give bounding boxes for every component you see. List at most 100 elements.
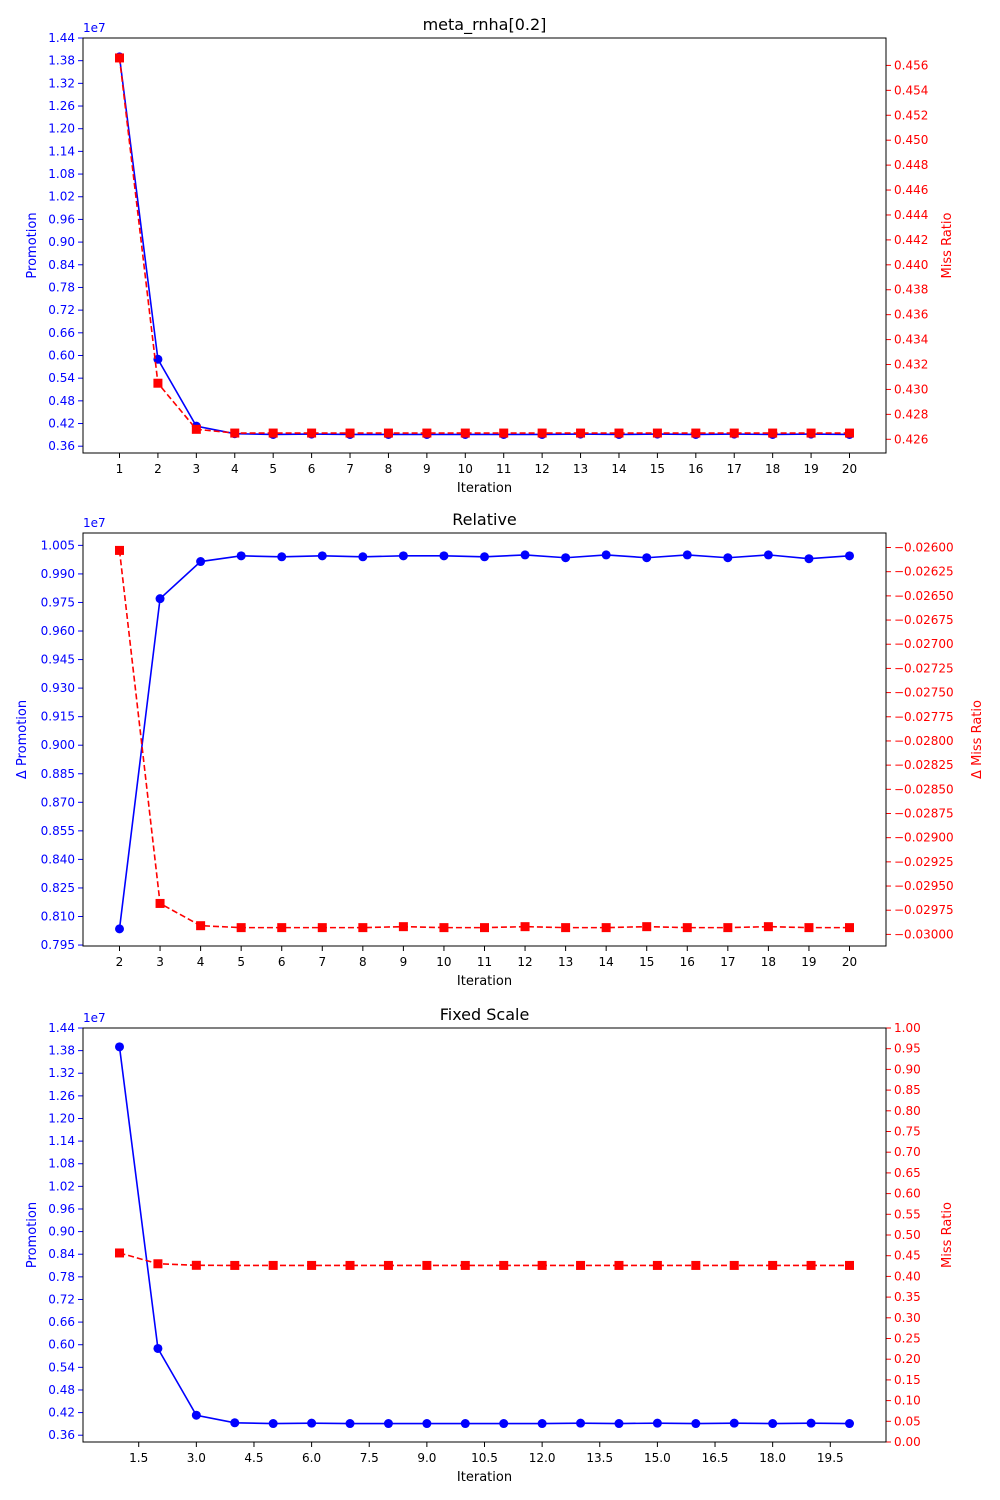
x-tick-label: 1 [116, 462, 124, 476]
miss-ratio-data-point [422, 428, 432, 438]
left-tick-label: 0.48 [48, 394, 75, 408]
x-tick-label: 4 [231, 462, 239, 476]
chart-title: meta_rnha[0.2] [423, 15, 547, 35]
x-tick-label: 17 [727, 462, 742, 476]
miss-ratio-data-point [422, 1260, 432, 1270]
miss-ratio-data-point [277, 923, 287, 933]
left-tick-label: 1.02 [48, 1179, 75, 1193]
left-tick-label: 1.14 [48, 144, 75, 158]
x-tick-label: 19 [801, 955, 816, 969]
x-tick-label: 20 [842, 462, 857, 476]
right-tick-label: −0.02850 [894, 782, 954, 796]
miss-ratio-data-point [460, 428, 470, 438]
promotion-data-point [480, 552, 489, 562]
left-tick-label: 0.66 [48, 326, 75, 340]
miss-ratio-data-point [768, 428, 778, 438]
right-tick-label: −0.02775 [894, 710, 954, 724]
chart-panel-2: Relative 2 3 4 5 6 7 8 9 10 11 12 13 14 15 16 17 18 19 20 It… [15, 510, 985, 989]
left-tick-label: 0.48 [48, 1383, 75, 1397]
miss-ratio-data-point [480, 923, 489, 933]
promotion-data-point [804, 554, 814, 564]
x-axis-label: Iteration [457, 1470, 512, 1485]
right-tick-label: 0.00 [894, 1435, 921, 1449]
miss-ratio-data-point [191, 424, 201, 434]
x-tick-label: 15.0 [644, 1451, 671, 1465]
left-tick-label: 1.32 [48, 76, 75, 90]
right-tick-label: 0.30 [894, 1311, 921, 1325]
promotion-data-point [682, 550, 692, 560]
promotion-data-point [806, 1418, 816, 1428]
promotion-data-point [398, 551, 408, 561]
left-tick-label: 0.825 [41, 881, 75, 895]
miss-ratio-data-point [383, 1260, 393, 1270]
miss-ratio-data-point [153, 378, 163, 388]
promotion-data-point [115, 924, 124, 934]
left-tick-label: 0.885 [41, 767, 75, 781]
x-tick-label: 18 [761, 955, 776, 969]
right-tick-label: 1.00 [894, 1021, 921, 1035]
miss-ratio-data-point [460, 1260, 470, 1270]
miss-ratio-data-point [729, 1260, 739, 1270]
x-tick-label: 11 [496, 462, 511, 476]
left-tick-label: 0.72 [48, 303, 75, 317]
miss-ratio-series-line [119, 1252, 850, 1267]
right-tick-label: 0.70 [894, 1145, 921, 1159]
left-tick-label: 1.005 [41, 538, 75, 552]
left-tick-label: 0.42 [48, 1406, 75, 1420]
promotion-data-point [520, 550, 530, 560]
right-tick-label: 0.426 [894, 432, 928, 446]
x-tick-label: 7.5 [360, 1451, 379, 1465]
promotion-data-point [729, 1418, 739, 1428]
miss-ratio-data-point [191, 1260, 201, 1270]
miss-ratio-data-point [691, 428, 701, 438]
right-tick-label: 0.456 [894, 58, 928, 72]
right-tick-label: 0.20 [894, 1352, 921, 1366]
miss-ratio-data-point [806, 428, 816, 438]
x-tick-label: 19 [803, 462, 818, 476]
left-axis-label: Promotion [25, 212, 40, 278]
promotion-data-point [537, 1419, 547, 1429]
x-tick-label: 15 [639, 955, 654, 969]
left-tick-label: 0.66 [48, 1315, 75, 1329]
left-tick-label: 0.84 [48, 258, 75, 272]
left-tick-label: 0.72 [48, 1292, 75, 1306]
x-tick-label: 6 [278, 955, 286, 969]
right-tick-label: −0.02700 [894, 637, 954, 651]
miss-ratio-data-point [768, 1260, 778, 1270]
x-tick-label: 9 [423, 462, 431, 476]
miss-ratio-data-point [691, 1260, 701, 1270]
x-tick-label: 13 [558, 955, 573, 969]
miss-ratio-data-point [236, 923, 246, 933]
left-axis-offset-label: 1e7 [83, 516, 106, 530]
promotion-data-point [236, 551, 246, 561]
left-tick-label: 1.20 [48, 122, 75, 136]
miss-ratio-data-point [155, 898, 165, 908]
miss-ratio-data-point [806, 1260, 816, 1270]
promotion-data-point [768, 1419, 778, 1429]
miss-ratio-data-point [614, 428, 624, 438]
right-tick-label: −0.02825 [894, 758, 954, 772]
left-tick-label: 0.78 [48, 1270, 75, 1284]
x-tick-label: 17 [720, 955, 735, 969]
left-tick-label: 0.54 [48, 371, 75, 385]
right-tick-label: 0.438 [894, 283, 928, 297]
x-tick-label: 10 [458, 462, 473, 476]
miss-ratio-data-point [652, 428, 662, 438]
left-tick-label: 0.975 [41, 595, 75, 609]
right-tick-label: 0.430 [894, 382, 928, 396]
miss-ratio-data-point [439, 923, 449, 933]
miss-ratio-data-point [358, 923, 368, 933]
left-tick-label: 0.795 [41, 938, 75, 952]
right-tick-label: 0.40 [894, 1269, 921, 1283]
promotion-series-line [118, 554, 850, 929]
left-tick-label: 1.44 [48, 1021, 75, 1035]
chart-panel-1: meta_rnha[0.2]1 2 3 4 5 6 7 8 9 10 11 12 13 14 15 16 17 1… [25, 15, 955, 496]
x-tick-label: 3 [193, 462, 201, 476]
miss-ratio-data-point [499, 1260, 509, 1270]
miss-ratio-data-point [845, 1260, 854, 1270]
left-tick-label: 0.36 [48, 1428, 75, 1442]
miss-ratio-data-point [268, 428, 278, 438]
promotion-data-point [230, 1418, 240, 1428]
x-tick-label: 16 [680, 955, 695, 969]
